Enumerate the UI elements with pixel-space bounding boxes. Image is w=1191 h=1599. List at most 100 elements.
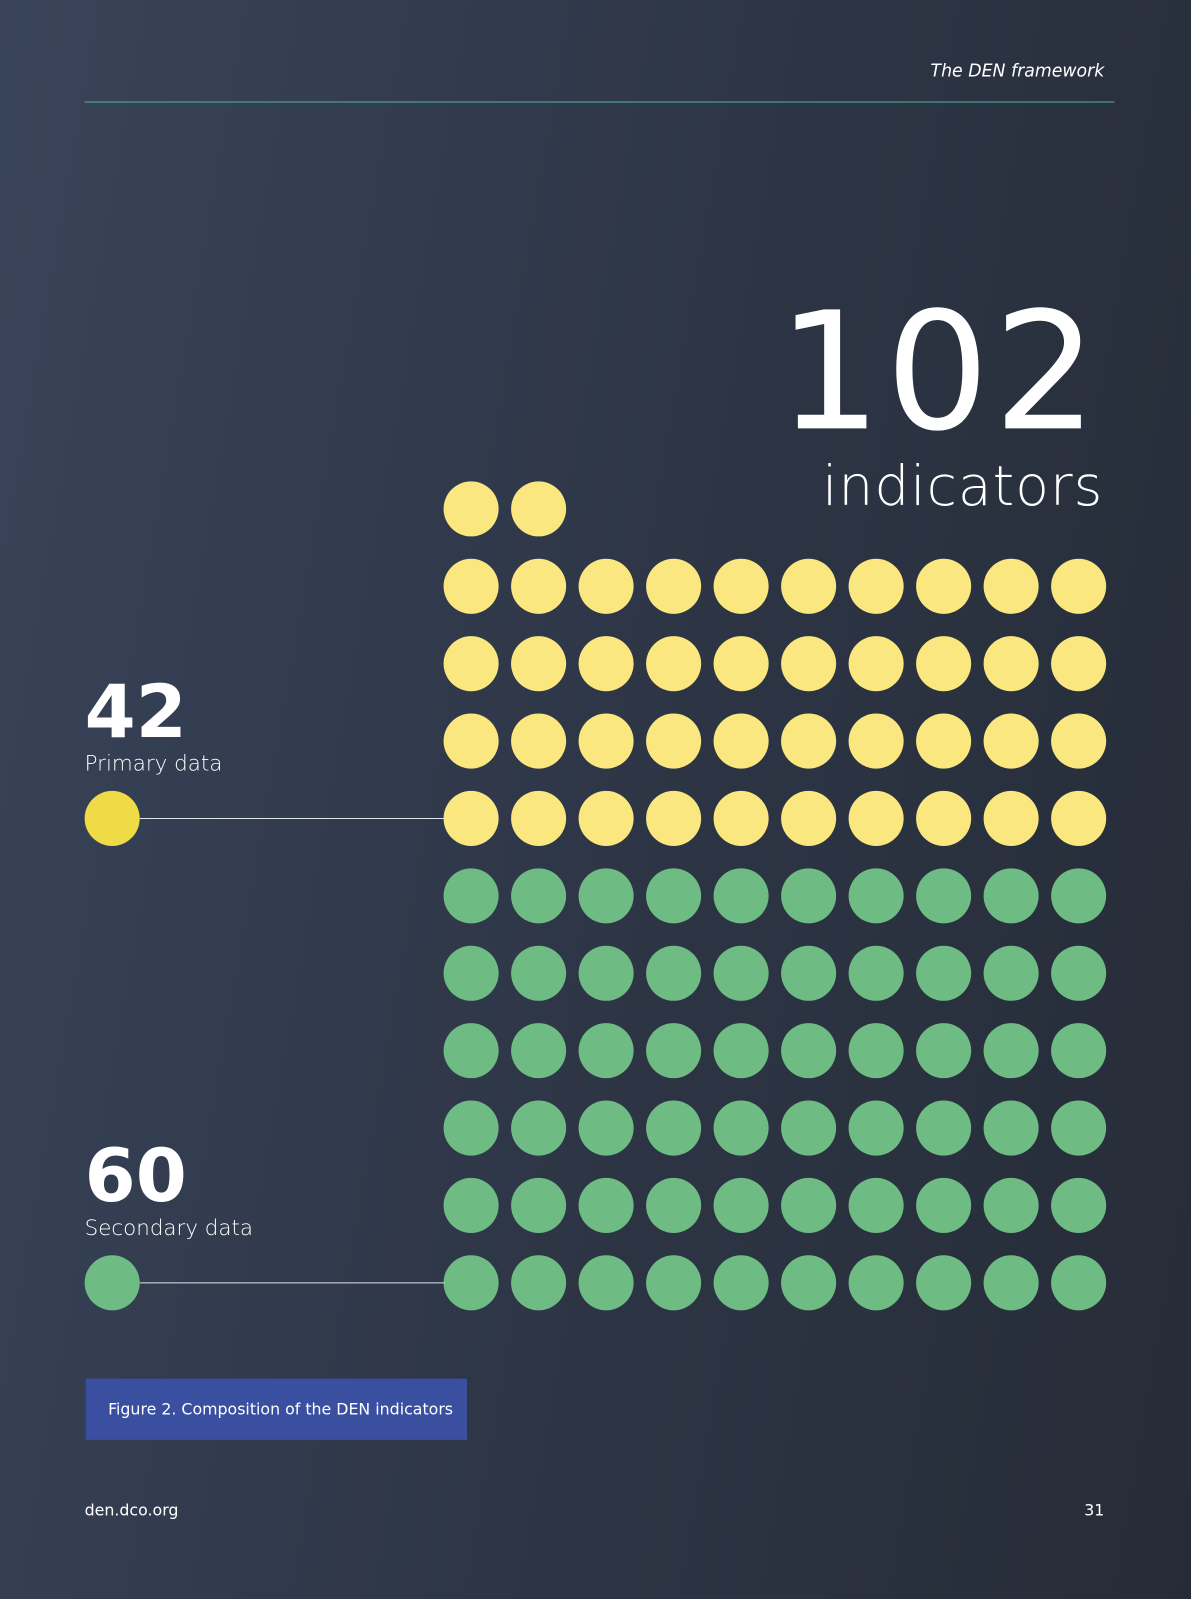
indicator-dot bbox=[983, 1023, 1039, 1079]
group-label: Primary data bbox=[85, 752, 223, 777]
indicator-dot bbox=[1051, 636, 1107, 692]
indicator-dot bbox=[916, 1100, 972, 1156]
total-value: 102 bbox=[778, 278, 1102, 467]
indicator-dot bbox=[848, 713, 904, 769]
indicator-dot bbox=[983, 1177, 1039, 1233]
indicator-dot bbox=[983, 945, 1039, 1001]
indicator-dot bbox=[713, 1177, 769, 1233]
indicator-dot bbox=[511, 713, 567, 769]
indicator-dot bbox=[1051, 1255, 1107, 1311]
indicator-dot bbox=[646, 636, 702, 692]
indicator-dot bbox=[646, 1255, 702, 1311]
group-value: 42 bbox=[85, 670, 187, 755]
indicator-dot bbox=[511, 790, 567, 846]
indicator-dot bbox=[511, 868, 567, 924]
indicator-dot bbox=[511, 945, 567, 1001]
indicator-dot bbox=[578, 790, 634, 846]
indicator-dot bbox=[916, 868, 972, 924]
indicator-dot bbox=[646, 1023, 702, 1079]
indicator-dot bbox=[781, 1255, 837, 1311]
legend-marker bbox=[84, 1255, 140, 1311]
indicator-dot bbox=[443, 1177, 499, 1233]
indicator-dot bbox=[443, 1100, 499, 1156]
indicator-dot bbox=[511, 1255, 567, 1311]
indicator-dot bbox=[781, 1023, 837, 1079]
indicator-dot bbox=[713, 1100, 769, 1156]
indicator-dot bbox=[848, 1100, 904, 1156]
footer-site: den.dco.org bbox=[85, 1500, 179, 1519]
indicator-dot bbox=[578, 636, 634, 692]
indicator-dot bbox=[578, 1100, 634, 1156]
header-title: The DEN framework bbox=[930, 62, 1105, 82]
indicator-dot bbox=[713, 636, 769, 692]
indicator-dot bbox=[646, 558, 702, 614]
indicator-dot bbox=[916, 1023, 972, 1079]
indicator-dot bbox=[916, 790, 972, 846]
indicator-dot bbox=[916, 1177, 972, 1233]
indicator-dot bbox=[578, 1177, 634, 1233]
indicator-dot bbox=[443, 1255, 499, 1311]
indicator-dot bbox=[646, 868, 702, 924]
indicator-dot bbox=[1051, 1177, 1107, 1233]
indicator-dot bbox=[848, 868, 904, 924]
indicator-dot bbox=[983, 868, 1039, 924]
indicator-dot bbox=[983, 558, 1039, 614]
indicator-dot bbox=[983, 790, 1039, 846]
indicator-dot bbox=[511, 1100, 567, 1156]
caption-box bbox=[85, 1378, 468, 1440]
indicator-dot bbox=[848, 1023, 904, 1079]
indicator-dot bbox=[511, 1177, 567, 1233]
indicator-dot bbox=[781, 1100, 837, 1156]
indicator-dot bbox=[916, 945, 972, 1001]
indicator-dot bbox=[848, 1255, 904, 1311]
indicator-dot bbox=[781, 636, 837, 692]
indicator-dot bbox=[781, 713, 837, 769]
indicator-dot bbox=[983, 636, 1039, 692]
indicator-dot bbox=[781, 790, 837, 846]
indicator-dot bbox=[578, 558, 634, 614]
indicator-dot bbox=[1051, 790, 1107, 846]
indicator-dot bbox=[916, 636, 972, 692]
indicator-dot bbox=[1051, 945, 1107, 1001]
indicator-dot bbox=[578, 868, 634, 924]
indicator-dot bbox=[983, 1255, 1039, 1311]
indicator-dot bbox=[713, 1023, 769, 1079]
indicator-dot bbox=[578, 945, 634, 1001]
indicator-dot bbox=[443, 636, 499, 692]
indicator-dot bbox=[781, 1177, 837, 1233]
indicator-dot bbox=[781, 945, 837, 1001]
indicator-dot bbox=[916, 713, 972, 769]
caption: Figure 2. Composition of the DEN indicat… bbox=[108, 1399, 453, 1418]
legend-marker bbox=[84, 790, 140, 846]
group-label: Secondary data bbox=[85, 1216, 253, 1241]
indicator-dot bbox=[578, 1023, 634, 1079]
indicator-dot bbox=[443, 558, 499, 614]
indicator-dot bbox=[1051, 558, 1107, 614]
indicator-dot bbox=[983, 1100, 1039, 1156]
indicator-dot bbox=[713, 713, 769, 769]
indicator-dot bbox=[848, 636, 904, 692]
indicator-dot bbox=[578, 1255, 634, 1311]
indicator-dot bbox=[848, 1177, 904, 1233]
indicator-dot bbox=[983, 713, 1039, 769]
page-number: 31 bbox=[1084, 1500, 1104, 1519]
indicator-dot bbox=[646, 945, 702, 1001]
total-label: indicators bbox=[822, 454, 1103, 518]
indicator-dot bbox=[646, 713, 702, 769]
indicator-dot bbox=[713, 868, 769, 924]
indicator-dot bbox=[443, 790, 499, 846]
indicator-dot bbox=[781, 868, 837, 924]
indicator-dot bbox=[511, 558, 567, 614]
indicator-dot bbox=[443, 713, 499, 769]
indicator-dot bbox=[443, 1023, 499, 1079]
indicator-dot bbox=[511, 481, 567, 537]
indicator-dot bbox=[916, 1255, 972, 1311]
indicator-dot bbox=[713, 1255, 769, 1311]
indicator-dot bbox=[511, 1023, 567, 1079]
indicator-dot bbox=[916, 558, 972, 614]
indicator-dot bbox=[646, 1100, 702, 1156]
indicator-dot bbox=[848, 790, 904, 846]
indicator-dot bbox=[781, 558, 837, 614]
